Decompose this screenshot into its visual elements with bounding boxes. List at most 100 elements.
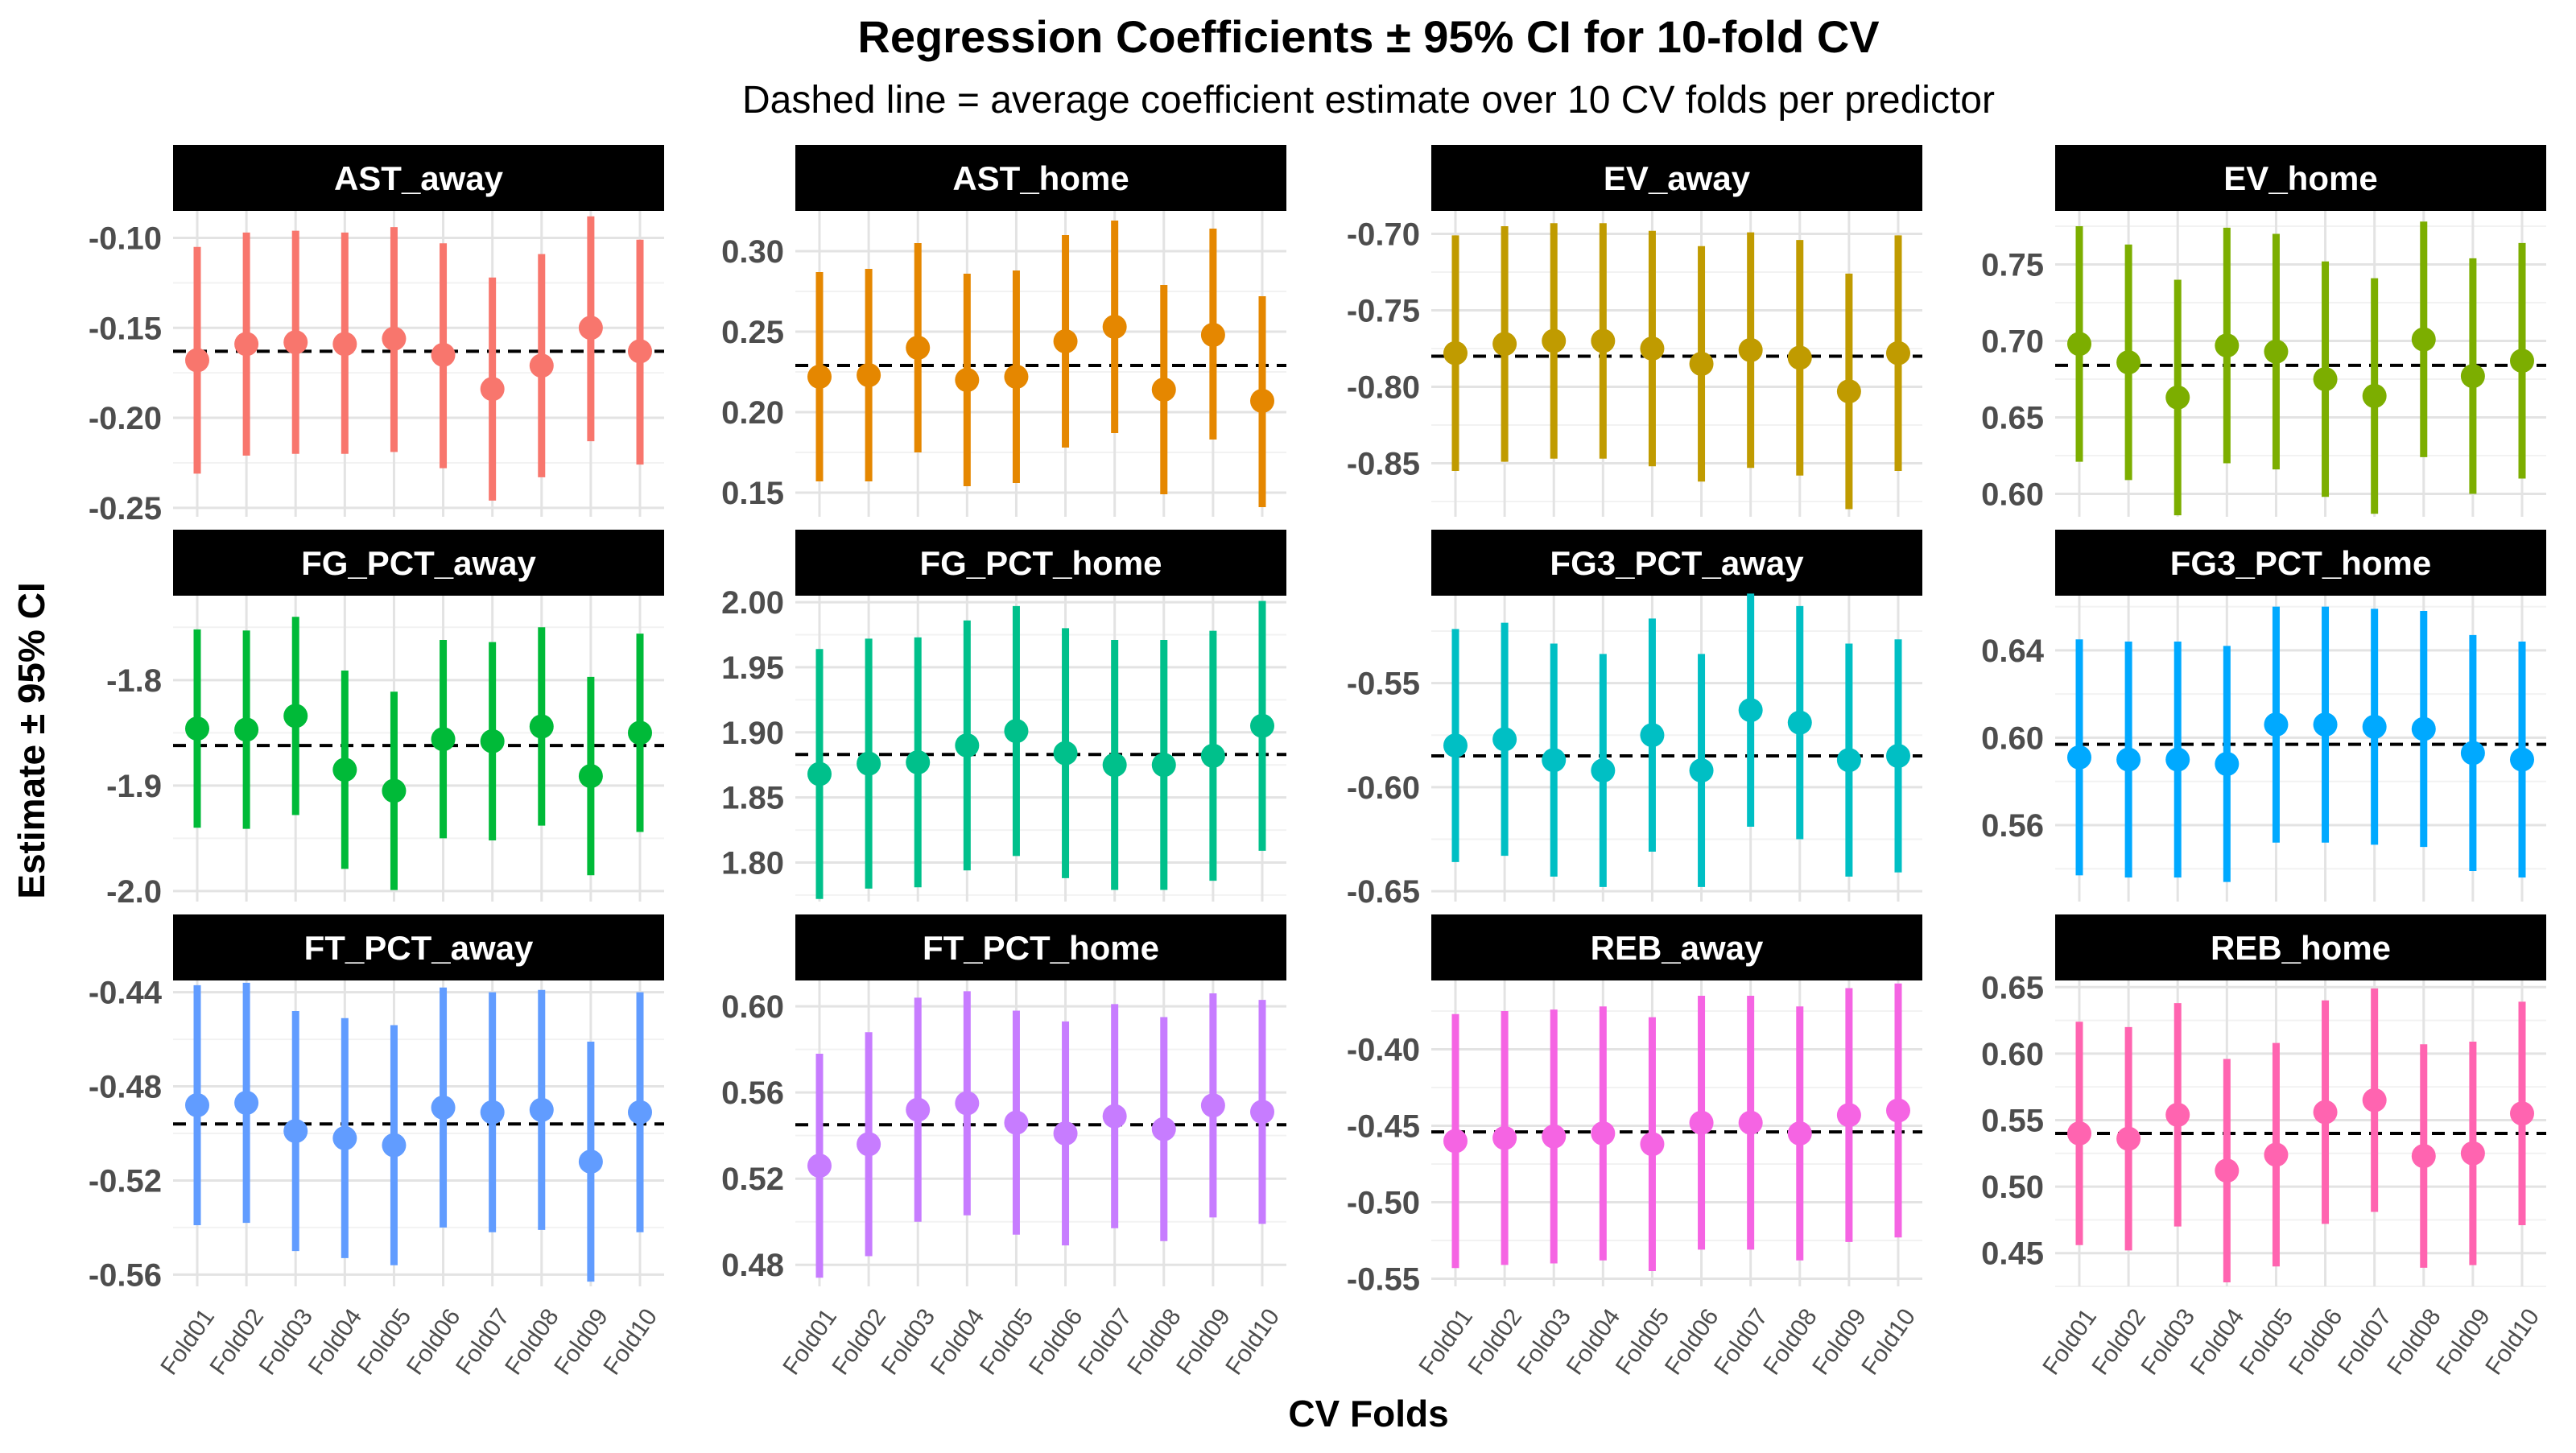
estimate-point-fold01 <box>807 1154 832 1178</box>
estimate-point-fold03 <box>906 749 931 774</box>
estimate-point-fold04 <box>955 368 980 392</box>
y-tick-label: 0.25 <box>721 315 784 350</box>
y-tick-label: 1.95 <box>721 650 784 686</box>
estimate-point-fold04 <box>332 1125 357 1150</box>
estimate-point-fold04 <box>2215 333 2240 358</box>
estimate-point-fold07 <box>2362 1088 2387 1112</box>
y-tick-label: -0.48 <box>89 1070 162 1105</box>
panel-ev-home: EV_home 0.75 0.70 0.65 0.60 <box>1981 145 2546 517</box>
estimate-point-fold07 <box>1102 753 1127 778</box>
estimate-point-fold06 <box>1689 352 1714 376</box>
x-tick-label: Fold10 <box>2480 1304 2545 1380</box>
estimate-point-fold10 <box>2510 747 2534 772</box>
estimate-point-fold09 <box>578 1150 603 1174</box>
facet-strip-label: FG3_PCT_away <box>1550 544 1804 582</box>
estimate-point-fold03 <box>2165 747 2190 772</box>
estimate-point-fold01 <box>1443 341 1468 365</box>
y-tick-label: 1.85 <box>721 781 784 816</box>
estimate-point-fold06 <box>431 727 456 752</box>
estimate-point-fold10 <box>1250 1100 1274 1125</box>
estimate-point-fold02 <box>1492 727 1517 752</box>
estimate-point-fold07 <box>480 1100 505 1125</box>
y-tick-label: 0.56 <box>721 1075 784 1111</box>
y-tick-label: -0.25 <box>89 491 162 526</box>
y-tick-label: -0.50 <box>1347 1186 1420 1221</box>
estimate-point-fold09 <box>1836 1103 1861 1128</box>
y-tick-label: -2.0 <box>106 874 162 910</box>
estimate-point-fold09 <box>2460 1141 2485 1166</box>
estimate-point-fold08 <box>2411 716 2436 741</box>
estimate-point-fold09 <box>1200 743 1225 768</box>
estimate-point-fold07 <box>1102 1104 1127 1129</box>
estimate-point-fold01 <box>807 762 832 786</box>
estimate-point-fold06 <box>431 1095 456 1120</box>
panel-ast-home: AST_home 0.30 0.25 0.20 0.15 <box>721 145 1286 517</box>
facet-strip-label: REB_home <box>2211 929 2391 967</box>
y-tick-label: 0.45 <box>1981 1236 2044 1272</box>
y-tick-label: -0.85 <box>1347 447 1420 482</box>
estimate-point-fold03 <box>1542 748 1567 773</box>
y-tick-label: -0.80 <box>1347 370 1420 406</box>
estimate-point-fold08 <box>1787 710 1812 735</box>
y-tick-label: -1.9 <box>106 769 162 804</box>
estimate-point-fold10 <box>628 1100 652 1125</box>
x-tick-label: Fold10 <box>1856 1304 1921 1380</box>
facet-strip-label: AST_home <box>952 159 1129 197</box>
estimate-point-fold03 <box>1542 1124 1567 1149</box>
estimate-point-fold05 <box>1640 336 1665 361</box>
estimate-point-fold03 <box>2165 1102 2190 1127</box>
chart-subtitle: Dashed line = average coefficient estima… <box>742 79 1995 122</box>
estimate-point-fold04 <box>1591 1121 1616 1145</box>
panel-fg3-pct-home: FG3_PCT_home 0.64 0.60 0.56 <box>1981 530 2546 902</box>
estimate-point-fold06 <box>1053 741 1078 766</box>
estimate-point-fold08 <box>529 714 554 739</box>
estimate-point-fold07 <box>1738 1110 1763 1135</box>
facet-strip <box>173 914 664 980</box>
y-tick-label: 0.15 <box>721 476 784 511</box>
y-tick-label: -0.15 <box>89 311 162 346</box>
y-tick-label: -0.65 <box>1347 874 1420 910</box>
facet-strip-label: EV_home <box>2223 159 2377 197</box>
y-tick-label: 0.56 <box>1981 808 2044 844</box>
estimate-point-fold05 <box>1004 365 1029 389</box>
y-axis-title: Estimate ± 95% CI <box>10 582 52 898</box>
estimate-point-fold10 <box>628 339 652 364</box>
estimate-point-fold04 <box>955 1091 980 1116</box>
y-tick-label: -0.75 <box>1347 294 1420 329</box>
x-axis-title: CV Folds <box>1288 1393 1448 1434</box>
estimate-point-fold10 <box>1886 341 1910 365</box>
panel-ast-away: AST_away -0.10 -0.15 -0.20 -0.25 <box>89 145 664 526</box>
facet-strip-label: REB_away <box>1591 929 1764 967</box>
estimate-point-fold02 <box>2116 350 2141 375</box>
facet-strip-label: FG_PCT_away <box>301 544 536 582</box>
panel-reb-away: REB_away-0.40-0.45-0.50-0.55Fold01Fold02… <box>1347 914 1922 1380</box>
estimate-point-fold09 <box>1836 379 1861 404</box>
y-tick-label: 1.90 <box>721 716 784 751</box>
estimate-point-fold10 <box>1886 1098 1910 1123</box>
estimate-point-fold03 <box>283 704 308 729</box>
facet-strip <box>795 914 1286 980</box>
panel-ft-pct-home: FT_PCT_home0.600.560.520.48Fold01Fold02F… <box>721 914 1286 1380</box>
y-tick-label: -0.45 <box>1347 1109 1420 1145</box>
estimate-point-fold03 <box>283 330 308 355</box>
estimate-point-fold09 <box>578 316 603 341</box>
estimate-point-fold07 <box>1102 315 1127 339</box>
estimate-point-fold10 <box>1250 713 1274 738</box>
estimate-point-fold03 <box>906 1097 931 1122</box>
estimate-point-fold06 <box>2313 1100 2338 1125</box>
y-tick-label: 0.20 <box>721 395 784 431</box>
estimate-point-fold04 <box>2215 752 2240 776</box>
facet-strip <box>2055 530 2546 596</box>
y-tick-label: -0.10 <box>89 221 162 257</box>
y-tick-label: -0.44 <box>89 976 163 1011</box>
estimate-point-fold02 <box>2116 1126 2141 1151</box>
estimate-point-fold04 <box>1591 758 1616 783</box>
y-tick-label: -1.8 <box>106 663 162 699</box>
estimate-point-fold07 <box>1738 337 1763 362</box>
facet-strip <box>173 530 664 596</box>
estimate-point-fold06 <box>1689 1110 1714 1135</box>
estimate-point-fold06 <box>1689 758 1714 783</box>
y-tick-label: -0.52 <box>89 1163 162 1199</box>
